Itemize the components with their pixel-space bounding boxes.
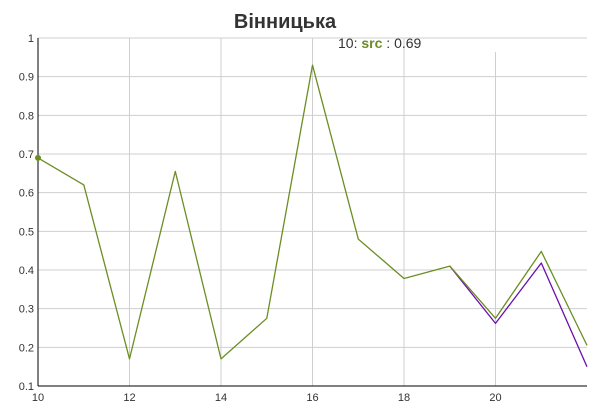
y-tick-label: 0.4 [19,265,34,277]
y-tick-label: 0.8 [19,110,34,122]
x-tick-label: 20 [489,392,501,404]
x-tick-label: 18 [398,392,410,404]
hover-legend-series: src [361,35,382,51]
y-tick-label: 1 [28,33,34,45]
x-tick-label: 16 [306,392,318,404]
series-lines [37,64,588,367]
x-tick-label: 12 [123,392,135,404]
y-tick-label: 0.2 [19,342,34,354]
y-tick-label: 0.6 [19,188,34,200]
hover-legend-x: 10: [338,35,357,51]
x-tick-label: 14 [215,392,227,404]
y-tick-label: 0.9 [19,72,34,84]
x-tick-labels: 10 12 14 16 18 20 [32,392,502,404]
hover-point-marker [35,154,41,161]
hover-legend: 10: src : 0.69 [338,35,422,51]
axes [37,38,587,387]
x-tick-label: 10 [32,392,44,404]
hover-markers [35,154,41,161]
hover-legend-value: 0.69 [394,35,421,51]
y-tick-labels: 0.1 0.2 0.3 0.4 0.5 0.6 0.7 0.8 0.9 1 [19,33,34,393]
y-tick-label: 0.1 [19,381,34,393]
chart-title: Вінницька [234,11,337,33]
series-line-series-2 [449,262,588,367]
grid [37,37,587,387]
y-tick-label: 0.7 [19,149,34,161]
hover-legend-separator: : [386,35,390,51]
y-tick-label: 0.3 [19,304,34,316]
y-tick-label: 0.5 [19,226,34,238]
series-line-src [37,64,588,360]
